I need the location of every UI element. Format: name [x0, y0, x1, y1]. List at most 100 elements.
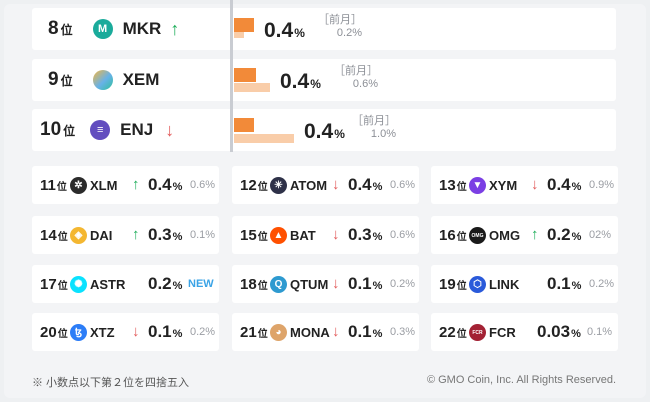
mona-icon: ◕	[270, 324, 287, 341]
rank-label: 20位	[40, 324, 68, 341]
previous-share: 0.9%	[589, 179, 615, 191]
ranking-card-19: 19位 ⬡ LINK 0.1% 0.2%	[431, 265, 618, 303]
ranking-card-11: 11位 ✲ XLM ↑ 0.4% 0.6%	[32, 166, 219, 204]
previous-share: 0.3%	[390, 326, 416, 338]
previous-share: 0.6%	[190, 179, 216, 191]
coin-symbol: XLM	[90, 178, 118, 193]
arrow-down-icon: ↓	[332, 226, 340, 243]
rank-label: 22位	[439, 324, 467, 341]
coin-symbol: MONA	[290, 325, 330, 340]
ranking-card-21: 21位 ◕ MONA ↓ 0.1% 0.3%	[232, 313, 419, 351]
previous-month: ［前月］ 1.0%	[352, 115, 396, 140]
coin-symbol: ATOM	[290, 178, 328, 193]
mkr-icon: M	[92, 19, 113, 39]
share-value: 0.2%	[547, 225, 582, 244]
share-value: 0.2%	[148, 274, 183, 293]
astr-icon: ✺	[70, 276, 87, 293]
coin-symbol: MKR	[122, 19, 162, 38]
arrow-down-icon: ↓	[531, 176, 539, 193]
coin-symbol: BAT	[290, 228, 316, 243]
enj-icon: ≡	[90, 120, 111, 140]
ranking-card-16: 16位 OMG OMG ↑ 0.2% 02%	[431, 216, 618, 254]
chart-axis-line	[230, 0, 233, 152]
rank-label: 10 位	[40, 119, 76, 140]
footnote: ※ 小数点以下第２位を四捨五入	[32, 377, 190, 389]
rank-label: 19位	[439, 276, 467, 293]
arrow-down-icon: ↓	[332, 275, 340, 292]
arrow-up-icon: ↑	[170, 18, 180, 39]
ranking-card-17: 17位 ✺ ASTR 0.2% NEW	[32, 265, 219, 303]
rank-label: 16位	[439, 227, 467, 244]
copyright: © GMO Coin, Inc. All Rights Reserved.	[426, 374, 616, 386]
ranking-card-14: 14位 ◈ DAI ↑ 0.3% 0.1%	[32, 216, 219, 254]
ranking-card-12: 12位 ✳ ATOM ↓ 0.4% 0.6%	[232, 166, 419, 204]
xem-icon	[92, 70, 113, 90]
ranking-card-22: 22位 FCR FCR 0.03% 0.1%	[431, 313, 618, 351]
xtz-icon: ꜩ	[70, 324, 87, 341]
ranking-card-15: 15位 ▲ BAT ↓ 0.3% 0.6%	[232, 216, 419, 254]
share-value: 0.3%	[348, 225, 383, 244]
current-share-bar	[234, 118, 254, 132]
share-value: 0.4%	[348, 175, 383, 194]
previous-share: 0.6%	[390, 229, 416, 241]
rank-label: 13位	[439, 177, 467, 194]
previous-share: 0.2%	[390, 278, 416, 290]
rank-label: 17位	[40, 276, 68, 293]
previous-share: 0.2%	[589, 278, 615, 290]
arrow-down-icon: ↓	[132, 323, 140, 340]
previous-share: 0.6%	[390, 179, 416, 191]
share-value: 0.4%	[280, 70, 321, 93]
share-value: 0.1%	[547, 274, 582, 293]
coin-symbol: FCR	[489, 325, 516, 340]
fcr-icon: FCR	[469, 324, 486, 341]
ranking-row-10: 10 位 ≡ ENJ ↓ 0.4% ［前月］ 1.0%	[32, 109, 616, 151]
rank-label: 12位	[240, 177, 268, 194]
rank-label: 14位	[40, 227, 68, 244]
current-share-bar	[234, 18, 254, 32]
share-value: 0.1%	[348, 274, 383, 293]
qtum-icon: Q	[270, 276, 287, 293]
coin-symbol: XYM	[489, 178, 518, 193]
coin-symbol: QTUM	[290, 277, 329, 292]
arrow-up-icon: ↑	[531, 226, 539, 243]
coin-symbol: ENJ	[120, 120, 154, 139]
previous-share: 02%	[589, 229, 612, 241]
arrow-down-icon: ↓	[332, 323, 340, 340]
coin-symbol: XTZ	[90, 325, 115, 340]
new-badge: NEW	[188, 278, 214, 290]
share-value: 0.1%	[348, 322, 383, 341]
ranking-card-18: 18位 Q QTUM ↓ 0.1% 0.2%	[232, 265, 419, 303]
rank-label: 21位	[240, 324, 268, 341]
previous-share: 0.1%	[587, 326, 613, 338]
share-value: 0.1%	[148, 322, 183, 341]
link-icon: ⬡	[469, 276, 486, 293]
xlm-icon: ✲	[70, 177, 87, 194]
coin-symbol: XEM	[122, 70, 160, 89]
arrow-up-icon: ↑	[132, 176, 140, 193]
bat-icon: ▲	[270, 227, 287, 244]
share-value: 0.4%	[547, 175, 582, 194]
xym-icon: ▼	[469, 177, 486, 194]
atom-icon: ✳	[270, 177, 287, 194]
previous-month: ［前月］ 0.6%	[334, 65, 378, 90]
share-value: 0.4%	[304, 120, 345, 143]
rank-label: 15位	[240, 227, 268, 244]
coin-symbol: LINK	[489, 277, 520, 292]
previous-month: ［前月］ 0.2%	[318, 14, 362, 39]
share-value: 0.3%	[148, 225, 183, 244]
coin-symbol: DAI	[90, 228, 113, 243]
previous-share-bar	[234, 32, 244, 38]
share-value: 0.4%	[148, 175, 183, 194]
arrow-down-icon: ↓	[165, 119, 175, 140]
coin-symbol: ASTR	[90, 277, 126, 292]
share-value: 0.03%	[537, 322, 581, 341]
ranking-card-20: 20位 ꜩ XTZ ↓ 0.1% 0.2%	[32, 313, 219, 351]
omg-icon: OMG	[469, 227, 486, 244]
previous-share: 0.2%	[190, 326, 216, 338]
dai-icon: ◈	[70, 227, 87, 244]
arrow-down-icon: ↓	[332, 176, 340, 193]
